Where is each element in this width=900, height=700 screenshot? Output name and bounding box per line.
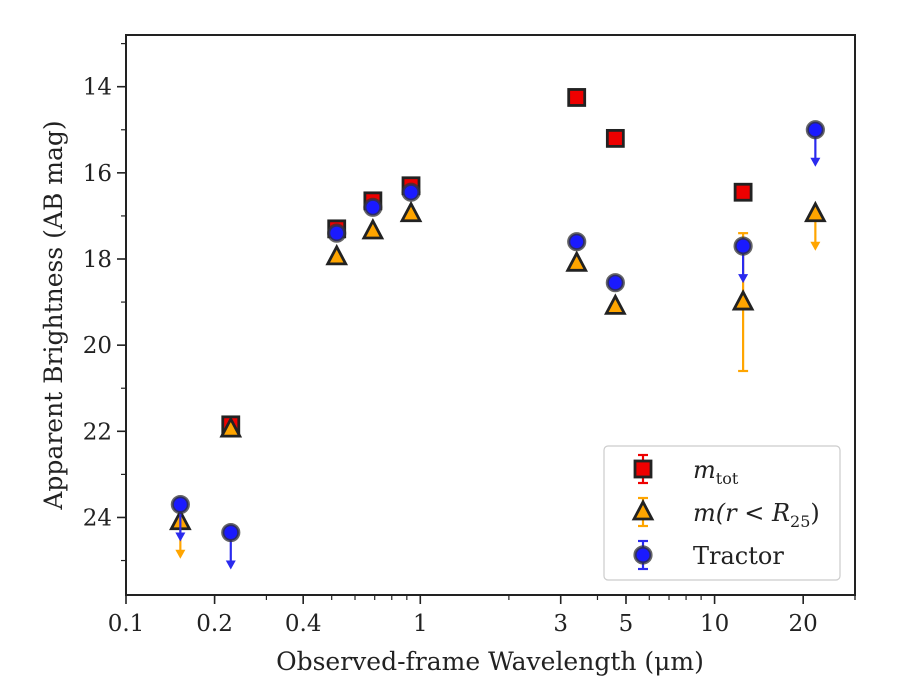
- data-point: [363, 197, 383, 217]
- legend-label: mtot: [693, 456, 739, 488]
- series-circle: [170, 120, 825, 570]
- legend: mtot m(r < R25) Tractor: [603, 445, 841, 581]
- legend-label-main: m: [693, 456, 716, 484]
- legend-frame: [603, 445, 841, 581]
- data-point: [565, 250, 589, 272]
- x-tick-label: 5: [619, 611, 634, 637]
- data-point: [805, 120, 825, 140]
- y-tick-label: 16: [83, 161, 112, 187]
- upper-limit-arrow-head: [738, 274, 749, 284]
- legend-label-subscript: tot: [716, 469, 739, 488]
- x-tick-label: 10: [700, 611, 729, 637]
- legend-marker: [631, 499, 655, 521]
- data-point: [399, 200, 423, 223]
- upper-limit-arrow-head: [175, 532, 186, 542]
- upper-limit-arrow-head: [810, 241, 821, 251]
- legend-label: Tractor: [693, 542, 784, 570]
- data-point: [170, 494, 190, 515]
- series-triangle: [169, 200, 827, 559]
- data-point: [567, 232, 587, 252]
- x-tick-label: 1: [413, 611, 428, 637]
- legend-label: m(r < R25): [693, 499, 820, 531]
- data-point: [325, 243, 349, 266]
- data-point: [401, 182, 421, 202]
- legend-marker: [633, 459, 653, 479]
- y-tick-label: 22: [83, 419, 112, 445]
- data-point: [604, 293, 627, 315]
- y-tick-label: 18: [83, 247, 112, 273]
- x-tick-label: 20: [789, 611, 818, 637]
- x-tick-label: 0.1: [108, 611, 145, 637]
- x-tick-label: 0.2: [196, 611, 233, 637]
- data-point: [327, 223, 347, 243]
- legend-label-main: m(r < R: [693, 499, 790, 527]
- y-axis-title: Apparent Brightness (AB mag): [39, 120, 68, 510]
- y-tick-label: 14: [83, 75, 112, 101]
- data-point: [605, 128, 625, 148]
- data-point: [605, 273, 625, 293]
- data-point: [804, 200, 827, 223]
- data-point: [733, 236, 753, 256]
- data-point: [219, 416, 243, 438]
- legend-label-suffix: ): [810, 499, 819, 527]
- upper-limit-arrow-head: [175, 549, 186, 559]
- data-point: [731, 289, 755, 311]
- y-tick-label: 20: [83, 333, 112, 359]
- legend-label-subscript: 25: [790, 512, 810, 531]
- data-point: [361, 218, 385, 240]
- data-marks: [169, 88, 827, 570]
- x-tick-label: 3: [553, 611, 568, 637]
- x-axis-ticks: 0.1 0.2 0.4 1 3 5 10 20: [108, 595, 856, 637]
- x-tick-label: 0.4: [285, 611, 322, 637]
- data-point: [567, 88, 587, 107]
- y-tick-label: 24: [83, 505, 112, 531]
- legend-marker: [633, 545, 653, 565]
- upper-limit-arrow-head: [810, 157, 821, 167]
- legend-label-main: Tractor: [693, 542, 784, 570]
- data-point: [733, 182, 753, 202]
- x-axis-title: Observed-frame Wavelength (μm): [276, 647, 704, 676]
- data-point: [221, 522, 241, 543]
- y-axis-ticks: 14 16 18 20 22 24: [83, 43, 126, 562]
- upper-limit-arrow-head: [225, 560, 236, 570]
